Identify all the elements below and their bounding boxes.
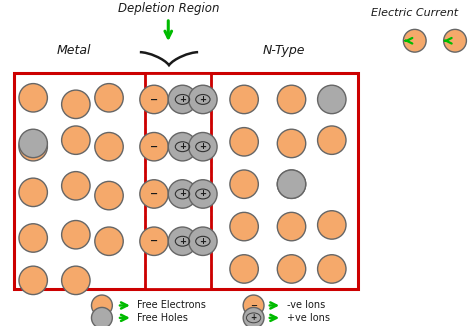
Text: +: + [200, 95, 206, 104]
Bar [14, 73, 358, 289]
Text: +ve Ions: +ve Ions [287, 313, 330, 323]
Ellipse shape [230, 170, 258, 199]
Ellipse shape [189, 85, 217, 114]
Ellipse shape [277, 170, 306, 199]
Ellipse shape [189, 227, 217, 256]
Ellipse shape [95, 181, 123, 210]
Ellipse shape [277, 255, 306, 283]
Ellipse shape [91, 307, 112, 326]
Text: +: + [200, 189, 206, 199]
Ellipse shape [318, 211, 346, 239]
Text: +: + [179, 142, 186, 151]
Ellipse shape [318, 85, 346, 114]
Ellipse shape [243, 295, 264, 316]
Ellipse shape [140, 132, 168, 161]
Ellipse shape [19, 224, 47, 252]
Ellipse shape [91, 295, 112, 316]
Ellipse shape [277, 170, 306, 199]
Ellipse shape [230, 255, 258, 283]
Ellipse shape [62, 171, 90, 200]
Text: +: + [200, 237, 206, 246]
Ellipse shape [403, 29, 426, 52]
Text: Electric Current: Electric Current [371, 8, 458, 18]
Ellipse shape [19, 129, 47, 158]
Text: Free Holes: Free Holes [137, 313, 188, 323]
Text: −: − [150, 95, 158, 104]
Text: -ve Ions: -ve Ions [287, 301, 325, 310]
Ellipse shape [95, 132, 123, 161]
Text: −: − [150, 236, 158, 246]
Ellipse shape [19, 266, 47, 295]
Text: −: − [150, 189, 158, 199]
Ellipse shape [318, 126, 346, 155]
Ellipse shape [277, 129, 306, 158]
Ellipse shape [19, 132, 47, 161]
Ellipse shape [230, 127, 258, 156]
Text: Metal: Metal [56, 44, 91, 57]
Ellipse shape [140, 180, 168, 208]
Ellipse shape [189, 132, 217, 161]
Ellipse shape [140, 85, 168, 114]
Text: +: + [179, 237, 186, 246]
Ellipse shape [62, 220, 90, 249]
Ellipse shape [140, 227, 168, 256]
Ellipse shape [277, 212, 306, 241]
Ellipse shape [95, 83, 123, 112]
Ellipse shape [62, 90, 90, 119]
Text: +: + [179, 95, 186, 104]
Ellipse shape [168, 85, 197, 114]
Ellipse shape [230, 212, 258, 241]
Ellipse shape [277, 85, 306, 114]
Ellipse shape [62, 266, 90, 295]
Ellipse shape [168, 132, 197, 161]
Text: +: + [200, 142, 206, 151]
Text: +: + [179, 189, 186, 199]
Ellipse shape [19, 178, 47, 207]
Text: Depletion Region: Depletion Region [118, 2, 219, 15]
Ellipse shape [95, 227, 123, 256]
Text: Free Electrons: Free Electrons [137, 301, 206, 310]
Ellipse shape [444, 29, 466, 52]
Ellipse shape [19, 83, 47, 112]
Text: +: + [250, 313, 257, 322]
Ellipse shape [230, 85, 258, 114]
Ellipse shape [168, 227, 197, 256]
Ellipse shape [62, 126, 90, 155]
Bar [145, 73, 211, 289]
Ellipse shape [243, 307, 264, 326]
Ellipse shape [318, 255, 346, 283]
Text: N-Type: N-Type [263, 44, 306, 57]
Ellipse shape [168, 180, 197, 208]
Text: −: − [250, 301, 257, 310]
Ellipse shape [189, 180, 217, 208]
Text: −: − [150, 142, 158, 152]
